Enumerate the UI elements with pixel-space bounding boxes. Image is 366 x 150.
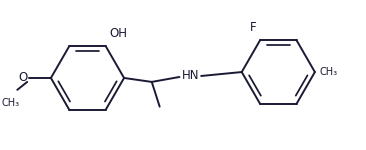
Text: HN: HN <box>182 69 199 82</box>
Text: CH₃: CH₃ <box>320 67 338 77</box>
Text: F: F <box>250 21 256 34</box>
Text: OH: OH <box>110 27 128 40</box>
Text: CH₃: CH₃ <box>1 98 19 108</box>
Text: O: O <box>18 71 27 84</box>
